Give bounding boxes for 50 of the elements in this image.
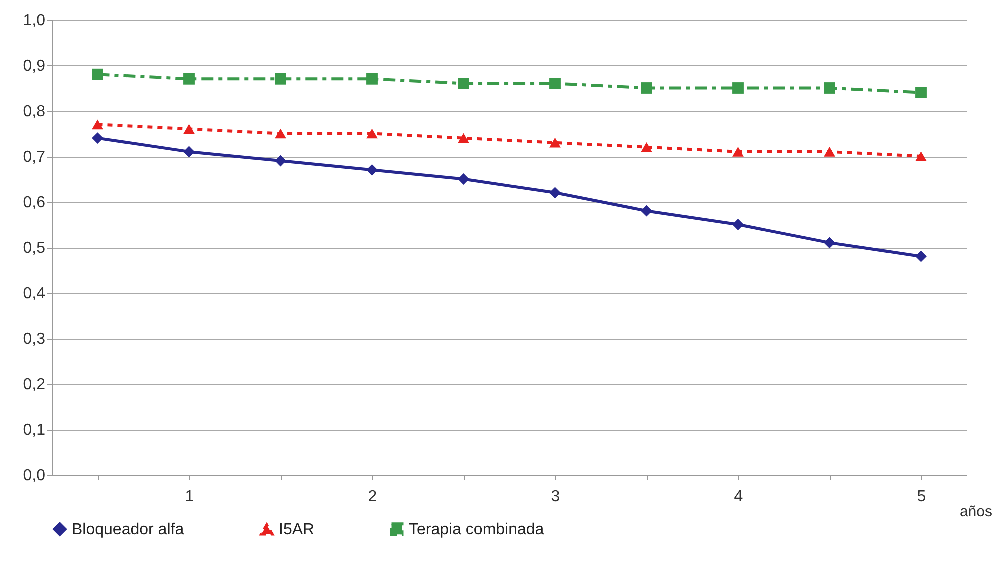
y-tick-label: 0,7 bbox=[23, 149, 46, 166]
point bbox=[550, 138, 561, 148]
legend-label: Bloqueador alfa bbox=[72, 521, 184, 538]
point bbox=[641, 142, 652, 152]
point bbox=[916, 152, 927, 162]
point bbox=[458, 133, 470, 144]
x-tick-label: 2 bbox=[368, 488, 378, 506]
x-tick-label: 4 bbox=[734, 488, 744, 506]
point bbox=[824, 82, 836, 94]
point bbox=[275, 73, 286, 85]
point bbox=[275, 155, 286, 167]
x-tick-label: 5 bbox=[917, 488, 926, 506]
y-tick-label: 0,2 bbox=[23, 376, 46, 394]
y-tick-label: 0,8 bbox=[23, 104, 46, 120]
point bbox=[92, 120, 104, 130]
point bbox=[184, 73, 195, 85]
point bbox=[916, 250, 927, 262]
legend-label: I5AR bbox=[279, 522, 315, 539]
point bbox=[732, 219, 744, 230]
point bbox=[732, 82, 744, 94]
y-tick-label: 0,4 bbox=[23, 286, 46, 302]
point bbox=[92, 132, 104, 144]
legend-label: Terapia combinada bbox=[409, 521, 544, 538]
point bbox=[366, 164, 378, 176]
point bbox=[275, 128, 286, 139]
point bbox=[824, 147, 836, 157]
point bbox=[732, 147, 744, 157]
point bbox=[458, 174, 470, 185]
y-tick-label: 0,5 bbox=[23, 240, 46, 257]
x-tick-label: 1 bbox=[185, 488, 194, 506]
point bbox=[550, 78, 561, 90]
point bbox=[916, 87, 927, 98]
point bbox=[184, 124, 195, 134]
x-tick-label: 3 bbox=[551, 488, 560, 506]
point bbox=[184, 146, 195, 158]
point bbox=[641, 205, 652, 217]
y-tick-label: 0,1 bbox=[23, 422, 46, 439]
y-tick-label: 1,0 bbox=[23, 12, 46, 30]
point bbox=[824, 237, 836, 249]
point bbox=[92, 68, 104, 80]
point bbox=[458, 78, 470, 90]
y-tick-label: 0,6 bbox=[23, 194, 46, 212]
point bbox=[641, 82, 652, 94]
x-axis-title: años bbox=[960, 504, 992, 520]
point bbox=[550, 187, 561, 199]
point bbox=[366, 128, 378, 139]
point bbox=[366, 73, 378, 85]
y-tick-label: 0,0 bbox=[23, 468, 46, 484]
y-tick-label: 0,9 bbox=[23, 58, 46, 75]
y-tick-label: 0,3 bbox=[23, 331, 46, 348]
